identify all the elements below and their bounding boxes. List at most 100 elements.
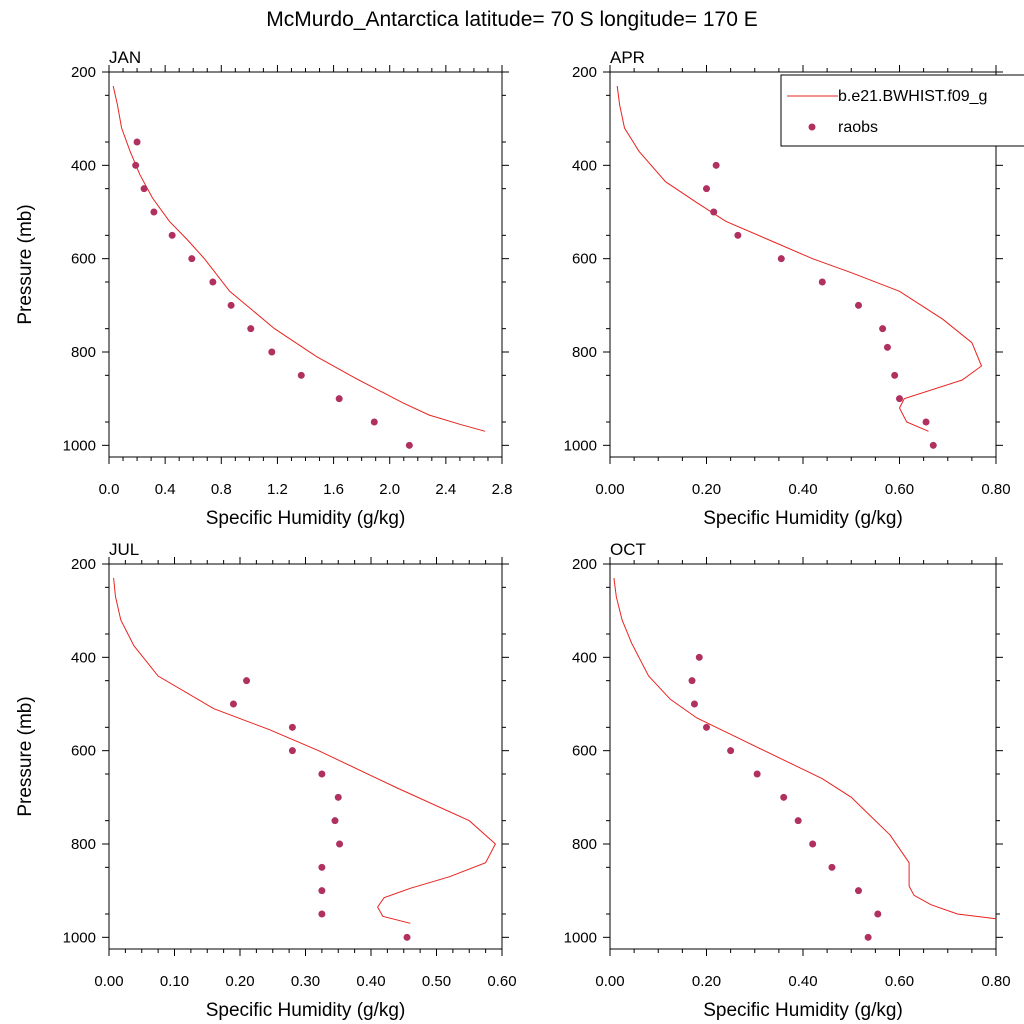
y-tick-label: 800 [71,344,96,361]
obs-point [229,700,237,708]
x-tick-label: 0.00 [94,973,123,990]
x-tick-label: 0.20 [692,481,721,498]
y-tick-label: 400 [572,157,597,174]
y-tick-label: 600 [572,743,597,760]
x-tick-label: 0.80 [981,973,1010,990]
obs-point [150,208,158,216]
y-tick-label: 1000 [63,437,96,454]
obs-point [140,185,148,193]
obs-point [335,395,343,403]
y-tick-label: 200 [572,556,597,573]
panel-jan: JAN 0.0 0.4 0.8 1.2 1.6 2.0 2.4 2.8 200 400 600 800 1… [15,48,512,529]
y-tick-label: 1000 [63,929,96,946]
obs-point [854,887,862,895]
panel-apr: APR 0.00 0.20 0.40 0.60 0.80 200 400 600 800 1000 S… [564,48,1011,529]
plot-frame [108,71,503,458]
obs-point [922,418,930,426]
obs-point [132,161,140,169]
obs-point [695,653,703,661]
obs-point [688,677,696,685]
x-tick-label: 0.00 [595,973,624,990]
obs-point [712,161,720,169]
panel-title: APR [610,48,645,67]
y-tick-label: 400 [71,649,96,666]
obs-point [318,770,326,778]
panel-title: OCT [610,540,646,559]
obs-point [703,723,710,731]
obs-point [331,817,339,825]
x-tick-label: 0.40 [788,481,817,498]
legend-box [780,74,1024,147]
obs-point [318,910,326,918]
obs-point [288,747,296,755]
x-tick-label: 0.8 [211,481,232,498]
x-axis-label: Specific Humidity (g/kg) [206,1000,406,1021]
obs-point [703,185,710,193]
legend-obs-marker [808,123,816,131]
obs-point [243,677,251,685]
x-tick-label: 2.4 [435,481,456,498]
obs-point [929,441,937,449]
model-line [616,85,983,432]
obs-point [168,231,176,239]
legend-model-label: b.e21.BWHIST.f09_g [838,88,987,105]
obs-point [883,343,891,351]
x-tick-label: 0.50 [422,973,451,990]
x-tick-label: 0.4 [155,481,176,498]
y-tick-label: 200 [71,64,96,81]
obs-point [874,910,882,918]
obs-point [318,863,326,871]
obs-point [403,933,411,941]
y-tick-label: 1000 [564,929,597,946]
obs-point [318,887,326,895]
obs-point [288,723,296,731]
x-tick-label: 1.6 [323,481,344,498]
x-tick-label: 2.8 [492,481,513,498]
obs-point [753,770,761,778]
y-tick-label: 800 [572,836,597,853]
obs-point [818,278,826,286]
obs-point [879,325,887,333]
y-tick-label: 200 [572,64,597,81]
obs-point [891,371,899,379]
y-tick-label: 600 [71,251,96,268]
y-tick-label: 400 [572,649,597,666]
y-tick-label: 600 [572,251,597,268]
plot-frame [609,563,997,950]
x-tick-label: 0.60 [487,973,516,990]
obs-point [777,255,785,263]
panel-jul: JUL 0.00 0.10 0.20 0.30 0.40 0.50 0.60 200 400 600… [15,540,517,1021]
obs-point [209,278,217,286]
obs-point [297,371,305,379]
y-tick-label: 800 [572,344,597,361]
y-tick-label: 400 [71,157,96,174]
obs-point [188,255,196,263]
x-tick-label: 0.80 [981,481,1010,498]
x-tick-label: 0.0 [99,481,120,498]
x-tick-label: 0.40 [356,973,385,990]
figure-title: McMurdo_Antarctica latitude= 70 S longit… [266,8,757,31]
model-line [613,577,997,920]
obs-point [336,840,344,848]
x-tick-label: 0.00 [595,481,624,498]
model-line [113,577,497,924]
obs-point [370,418,378,426]
x-tick-label: 0.20 [692,973,721,990]
obs-point [268,348,276,356]
obs-point [727,747,735,755]
obs-point [133,138,141,146]
y-tick-label: 800 [71,836,96,853]
y-axis-label: Pressure (mb) [15,204,36,324]
y-tick-label: 1000 [564,437,597,454]
y-axis-label: Pressure (mb) [15,696,36,816]
obs-point [247,325,255,333]
obs-point [780,793,788,801]
panel-title: JUL [109,540,139,559]
model-line [112,85,486,432]
x-axis-label: Specific Humidity (g/kg) [206,508,406,529]
y-tick-label: 600 [71,743,96,760]
panel-title: JAN [109,48,141,67]
x-tick-label: 0.10 [160,973,189,990]
obs-point [828,863,836,871]
